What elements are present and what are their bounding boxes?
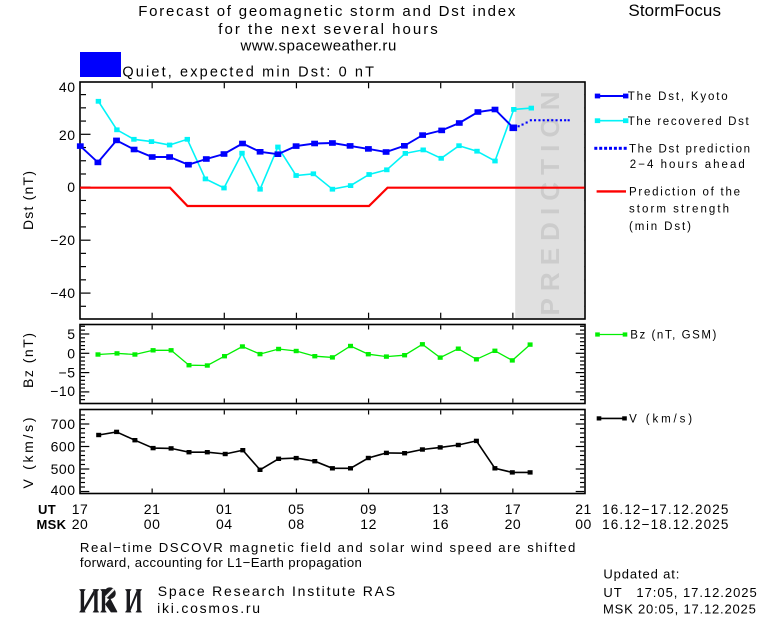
svg-text:21: 21 bbox=[575, 501, 592, 517]
svg-text:04: 04 bbox=[216, 516, 233, 532]
svg-text:UT: UT bbox=[38, 502, 56, 517]
svg-text:forward, accounting for L1−Ear: forward, accounting for L1−Earth propaga… bbox=[80, 555, 362, 570]
svg-text:for the next several hours: for the next several hours bbox=[218, 21, 437, 38]
svg-text:Quiet, expected min Dst: 0 nT: Quiet, expected min Dst: 0 nT bbox=[122, 64, 374, 80]
svg-text:0: 0 bbox=[67, 345, 75, 361]
svg-text:09: 09 bbox=[360, 501, 377, 517]
svg-text:08: 08 bbox=[288, 516, 305, 532]
svg-text:16.12−18.12.2025: 16.12−18.12.2025 bbox=[602, 517, 728, 532]
svg-text:Dst (nT): Dst (nT) bbox=[20, 171, 36, 230]
svg-text:−10: −10 bbox=[50, 383, 75, 399]
svg-text:The Dst prediction: The Dst prediction bbox=[629, 144, 750, 156]
svg-text:UT 17:05, 17.12.2025: UT 17:05, 17.12.2025 bbox=[603, 585, 756, 600]
svg-text:iki.cosmos.ru: iki.cosmos.ru bbox=[157, 600, 260, 616]
svg-text:00: 00 bbox=[144, 516, 161, 532]
svg-text:17: 17 bbox=[505, 501, 522, 517]
svg-text:20: 20 bbox=[72, 516, 89, 532]
svg-text:www.spaceweather.ru: www.spaceweather.ru bbox=[240, 37, 397, 54]
svg-text:V (km/s): V (km/s) bbox=[20, 418, 36, 489]
svg-text:2−4 hours ahead: 2−4 hours ahead bbox=[630, 159, 745, 171]
svg-text:500: 500 bbox=[51, 461, 76, 477]
svg-text:−20: −20 bbox=[50, 232, 75, 248]
svg-text:Updated at:: Updated at: bbox=[603, 567, 679, 582]
svg-text:0: 0 bbox=[67, 179, 75, 195]
svg-text:21: 21 bbox=[144, 501, 161, 517]
svg-text:01: 01 bbox=[216, 501, 233, 517]
svg-text:20: 20 bbox=[505, 516, 522, 532]
svg-text:20: 20 bbox=[59, 127, 76, 143]
svg-text:Real−time DSCOVR magnetic fiel: Real−time DSCOVR magnetic field and sola… bbox=[80, 540, 575, 555]
svg-text:700: 700 bbox=[51, 416, 76, 432]
svg-text:5: 5 bbox=[67, 326, 75, 342]
svg-text:(min Dst): (min Dst) bbox=[629, 221, 691, 233]
svg-text:05: 05 bbox=[288, 501, 305, 517]
svg-text:−40: −40 bbox=[50, 285, 75, 301]
svg-text:00: 00 bbox=[575, 516, 592, 532]
svg-text:Prediction of the: Prediction of the bbox=[629, 187, 740, 199]
svg-text:12: 12 bbox=[360, 516, 377, 532]
svg-text:The Dst, Kyoto: The Dst, Kyoto bbox=[628, 91, 728, 103]
svg-text:−5: −5 bbox=[59, 365, 76, 381]
svg-text:600: 600 bbox=[51, 439, 76, 455]
svg-text:StormFocus: StormFocus bbox=[628, 1, 721, 20]
svg-text:Space Research Institute RAS: Space Research Institute RAS bbox=[158, 583, 395, 599]
svg-text:16: 16 bbox=[432, 516, 449, 532]
svg-text:17: 17 bbox=[72, 501, 89, 517]
svg-text:MSK 20:05, 17.12.2025: MSK 20:05, 17.12.2025 bbox=[603, 602, 756, 617]
svg-text:MSK: MSK bbox=[37, 517, 67, 532]
svg-text:Bz (nT, GSM): Bz (nT, GSM) bbox=[630, 330, 716, 342]
svg-text:13: 13 bbox=[432, 501, 449, 517]
svg-text:V (km/s): V (km/s) bbox=[629, 414, 692, 426]
svg-text:16.12−17.12.2025: 16.12−17.12.2025 bbox=[602, 502, 728, 517]
svg-text:Bz (nT): Bz (nT) bbox=[20, 333, 36, 388]
svg-text:40: 40 bbox=[59, 79, 76, 95]
svg-text:The recovered Dst: The recovered Dst bbox=[628, 116, 750, 128]
svg-text:400: 400 bbox=[51, 482, 76, 498]
